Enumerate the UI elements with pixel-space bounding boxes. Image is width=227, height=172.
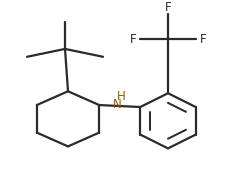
Text: F: F <box>199 33 205 46</box>
Text: N: N <box>113 98 122 111</box>
Text: F: F <box>129 33 136 46</box>
Text: H: H <box>117 90 126 103</box>
Text: F: F <box>164 1 170 14</box>
